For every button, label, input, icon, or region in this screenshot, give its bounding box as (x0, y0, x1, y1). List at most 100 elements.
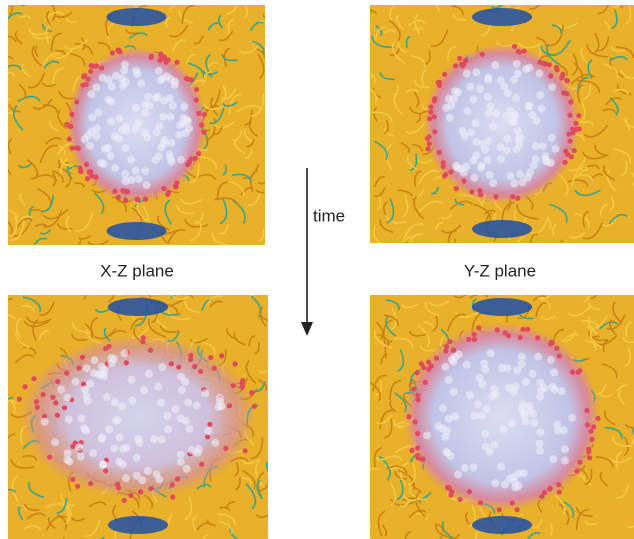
water-molecule (121, 170, 129, 178)
head-group (415, 393, 420, 398)
water-molecule (122, 474, 130, 482)
head-group (41, 392, 46, 397)
head-group (415, 445, 420, 450)
water-molecule (476, 374, 484, 382)
head-group (451, 348, 456, 353)
water-molecule (537, 386, 545, 394)
head-group (17, 396, 22, 401)
head-group (437, 83, 442, 88)
head-group (510, 500, 515, 505)
water-molecule (471, 119, 479, 127)
water-molecule (554, 426, 562, 434)
head-group (35, 405, 40, 410)
head-group (525, 327, 530, 332)
water-molecule (503, 364, 511, 372)
water-molecule (211, 439, 219, 447)
head-group (124, 360, 129, 365)
head-group (459, 62, 464, 67)
page: time X-Z plane Y-Z plane (() => { const … (0, 0, 634, 539)
water-molecule (423, 431, 431, 439)
water-molecule (532, 142, 540, 150)
head-group (170, 495, 175, 500)
water-molecule (88, 113, 96, 121)
water-molecule (152, 94, 160, 102)
water-molecule (140, 386, 148, 394)
water-molecule (512, 145, 520, 153)
head-group (589, 437, 594, 442)
water-molecule (132, 125, 140, 133)
water-molecule (530, 419, 538, 427)
water-molecule (445, 376, 453, 384)
water-molecule (133, 472, 141, 480)
head-group (69, 146, 74, 151)
head-group (554, 65, 559, 70)
water-molecule (77, 415, 85, 423)
head-group (208, 355, 213, 360)
snapshot-content (0, 276, 279, 539)
water-molecule (87, 90, 95, 98)
water-molecule (51, 438, 59, 446)
water-molecule (541, 152, 549, 160)
water-molecule (467, 129, 475, 137)
water-molecule (442, 104, 450, 112)
water-molecule (534, 353, 542, 361)
head-group (188, 156, 193, 161)
head-group (547, 62, 552, 67)
water-molecule (439, 404, 447, 412)
head-group (233, 361, 238, 366)
water-molecule (518, 360, 526, 368)
water-molecule (525, 102, 533, 110)
head-group (115, 482, 120, 487)
head-group (448, 169, 453, 174)
water-molecule (516, 170, 524, 178)
water-molecule (154, 383, 162, 391)
water-molecule (528, 111, 536, 119)
head-group (420, 457, 425, 462)
water-molecule (513, 60, 521, 68)
arrow-head (301, 322, 313, 336)
blue-cluster (108, 516, 168, 534)
head-group (409, 448, 414, 453)
water-molecule (157, 143, 165, 151)
chain (4, 226, 8, 239)
chain (249, 276, 254, 296)
head-group (201, 130, 206, 135)
water-molecule (522, 378, 530, 386)
head-group (467, 489, 472, 494)
head-group (572, 148, 577, 153)
head-group (441, 164, 446, 169)
chain (21, 0, 33, 5)
water-molecule (469, 95, 477, 103)
water-molecule (135, 175, 143, 183)
water-molecule (500, 425, 508, 433)
water-molecule (511, 478, 519, 486)
head-group (192, 364, 197, 369)
chain (267, 465, 277, 474)
water-molecule (119, 445, 127, 453)
water-molecule (145, 101, 153, 109)
head-group (556, 482, 561, 487)
head-group (75, 484, 80, 489)
head-group (493, 194, 498, 199)
snapshot-content (0, 0, 277, 254)
water-molecule (118, 402, 126, 410)
water-molecule (100, 372, 108, 380)
head-group (78, 169, 83, 174)
water-molecule (491, 391, 499, 399)
water-molecule (91, 356, 99, 364)
water-molecule (471, 412, 479, 420)
water-molecule (434, 422, 442, 430)
head-group (84, 162, 89, 167)
head-group (89, 173, 94, 178)
water-molecule (443, 427, 451, 435)
head-group (148, 348, 153, 353)
water-molecule (127, 376, 135, 384)
head-group (64, 371, 69, 376)
water-molecule (504, 89, 512, 97)
head-group (76, 365, 81, 370)
figure: time X-Z plane Y-Z plane (0, 0, 634, 539)
water-molecule (501, 481, 509, 489)
water-molecule (476, 85, 484, 93)
water-molecule (180, 103, 188, 111)
head-group (415, 431, 420, 436)
